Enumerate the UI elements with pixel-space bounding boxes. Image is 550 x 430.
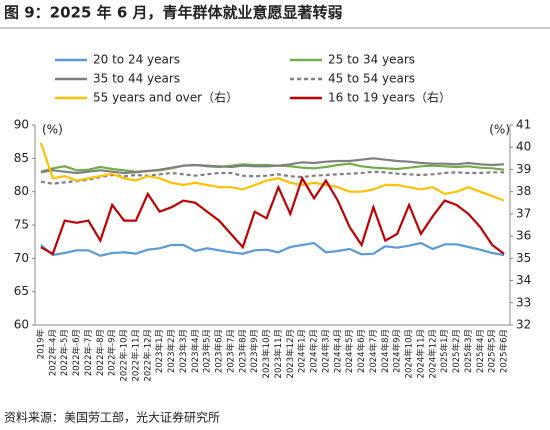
x-tick-label: 2025年3月 bbox=[463, 329, 474, 373]
y-tick-label: 90 bbox=[14, 118, 29, 132]
x-tick-label: 2023年4月 bbox=[190, 329, 201, 373]
legend-label: 16 to 19 years（右） bbox=[328, 90, 451, 105]
y-tick-label: 85 bbox=[14, 151, 29, 165]
x-tick-label: 2023年12月 bbox=[285, 329, 296, 378]
y-tick-label: 75 bbox=[14, 218, 29, 232]
source-note: 资料来源：美国劳工部，光大证券研究所 bbox=[4, 410, 220, 425]
x-tick-label: 2022年-6月 bbox=[71, 329, 82, 376]
y2-tick-label: 38 bbox=[516, 184, 531, 198]
x-tick-label: 2024年1月 bbox=[297, 329, 308, 373]
legend-label: 55 years and over（右） bbox=[93, 90, 238, 105]
x-tick-label: 2024年5月 bbox=[344, 329, 355, 373]
x-tick-label: 2025年2月 bbox=[451, 329, 462, 373]
y-tick-label: 65 bbox=[14, 284, 29, 298]
x-tick-label: 2024年11月 bbox=[415, 329, 426, 378]
x-tick-label: 2024年8月 bbox=[380, 329, 391, 373]
chart-title: 图 9：2025 年 6 月，青年群体就业意愿显著转弱 bbox=[4, 4, 343, 22]
x-tick-label: 2024年7月 bbox=[368, 329, 379, 373]
y2-tick-label: 34 bbox=[516, 273, 531, 287]
x-tick-label: 2022年-4月 bbox=[47, 329, 58, 376]
x-tick-label: 2023年2月 bbox=[166, 329, 177, 373]
y2-tick-label: 41 bbox=[516, 118, 531, 132]
x-tick-label: 2022年-7月 bbox=[83, 329, 94, 376]
y-tick-label: 60 bbox=[14, 318, 29, 332]
x-tick-label: 2022年-10月 bbox=[119, 329, 130, 382]
legend-label: 25 to 34 years bbox=[328, 53, 415, 67]
y-tick-label: 70 bbox=[14, 251, 29, 265]
x-tick-label: 2023年1月 bbox=[154, 329, 165, 373]
series-line bbox=[40, 157, 505, 175]
y2-tick-label: 40 bbox=[516, 140, 531, 154]
x-tick-label: 2024年2月 bbox=[309, 329, 320, 373]
x-tick-label: 2022年-12月 bbox=[142, 329, 153, 382]
y2-tick-label: 33 bbox=[516, 295, 531, 309]
x-tick-label: 2024年10月 bbox=[404, 329, 415, 378]
y2-tick-label: 35 bbox=[516, 251, 531, 265]
y2-tick-label: 32 bbox=[516, 318, 531, 332]
x-tick-label: 2025年6月 bbox=[499, 329, 510, 373]
x-tick-label: 2024年12月 bbox=[427, 329, 438, 378]
x-tick-label: 2023年5月 bbox=[202, 329, 213, 373]
x-tick-label: 2024年3月 bbox=[320, 329, 331, 373]
x-tick-label: 2019年 bbox=[35, 329, 46, 360]
x-tick-label: 2023年8月 bbox=[237, 329, 248, 373]
x-tick-label: 2022年-5月 bbox=[59, 329, 70, 376]
x-tick-label: 2022年-9月 bbox=[107, 329, 118, 376]
legend-label: 45 to 54 years bbox=[328, 72, 415, 86]
x-tick-label: 2022年-8月 bbox=[95, 329, 106, 376]
x-tick-label: 2023年6月 bbox=[214, 329, 225, 373]
x-tick-label: 2024年6月 bbox=[356, 329, 367, 373]
series-line bbox=[40, 175, 505, 256]
x-tick-label: 2023年7月 bbox=[225, 329, 236, 373]
y2-tick-label: 36 bbox=[516, 229, 531, 243]
series-line bbox=[40, 241, 505, 257]
x-tick-label: 2022年-11月 bbox=[130, 329, 141, 382]
x-tick-label: 2025年1月 bbox=[439, 329, 450, 373]
legend-label: 35 to 44 years bbox=[93, 72, 180, 86]
x-tick-label: 2023年10月 bbox=[261, 329, 272, 378]
y2-tick-label: 39 bbox=[516, 162, 531, 176]
x-tick-label: 2025年4月 bbox=[475, 329, 486, 373]
y-axis-label: (%) bbox=[42, 123, 63, 137]
x-tick-label: 2023年3月 bbox=[178, 329, 189, 373]
y2-axis-label: (%) bbox=[489, 123, 510, 137]
x-tick-label: 2023年11月 bbox=[273, 329, 284, 378]
x-tick-label: 2024年9月 bbox=[392, 329, 403, 373]
x-tick-label: 2025年5月 bbox=[487, 329, 498, 373]
x-tick-label: 2024年4月 bbox=[332, 329, 343, 373]
series-line bbox=[39, 142, 505, 202]
legend-label: 20 to 24 years bbox=[93, 53, 180, 67]
y-tick-label: 80 bbox=[14, 184, 29, 198]
y2-tick-label: 37 bbox=[516, 206, 531, 220]
x-tick-label: 2023年9月 bbox=[249, 329, 260, 373]
